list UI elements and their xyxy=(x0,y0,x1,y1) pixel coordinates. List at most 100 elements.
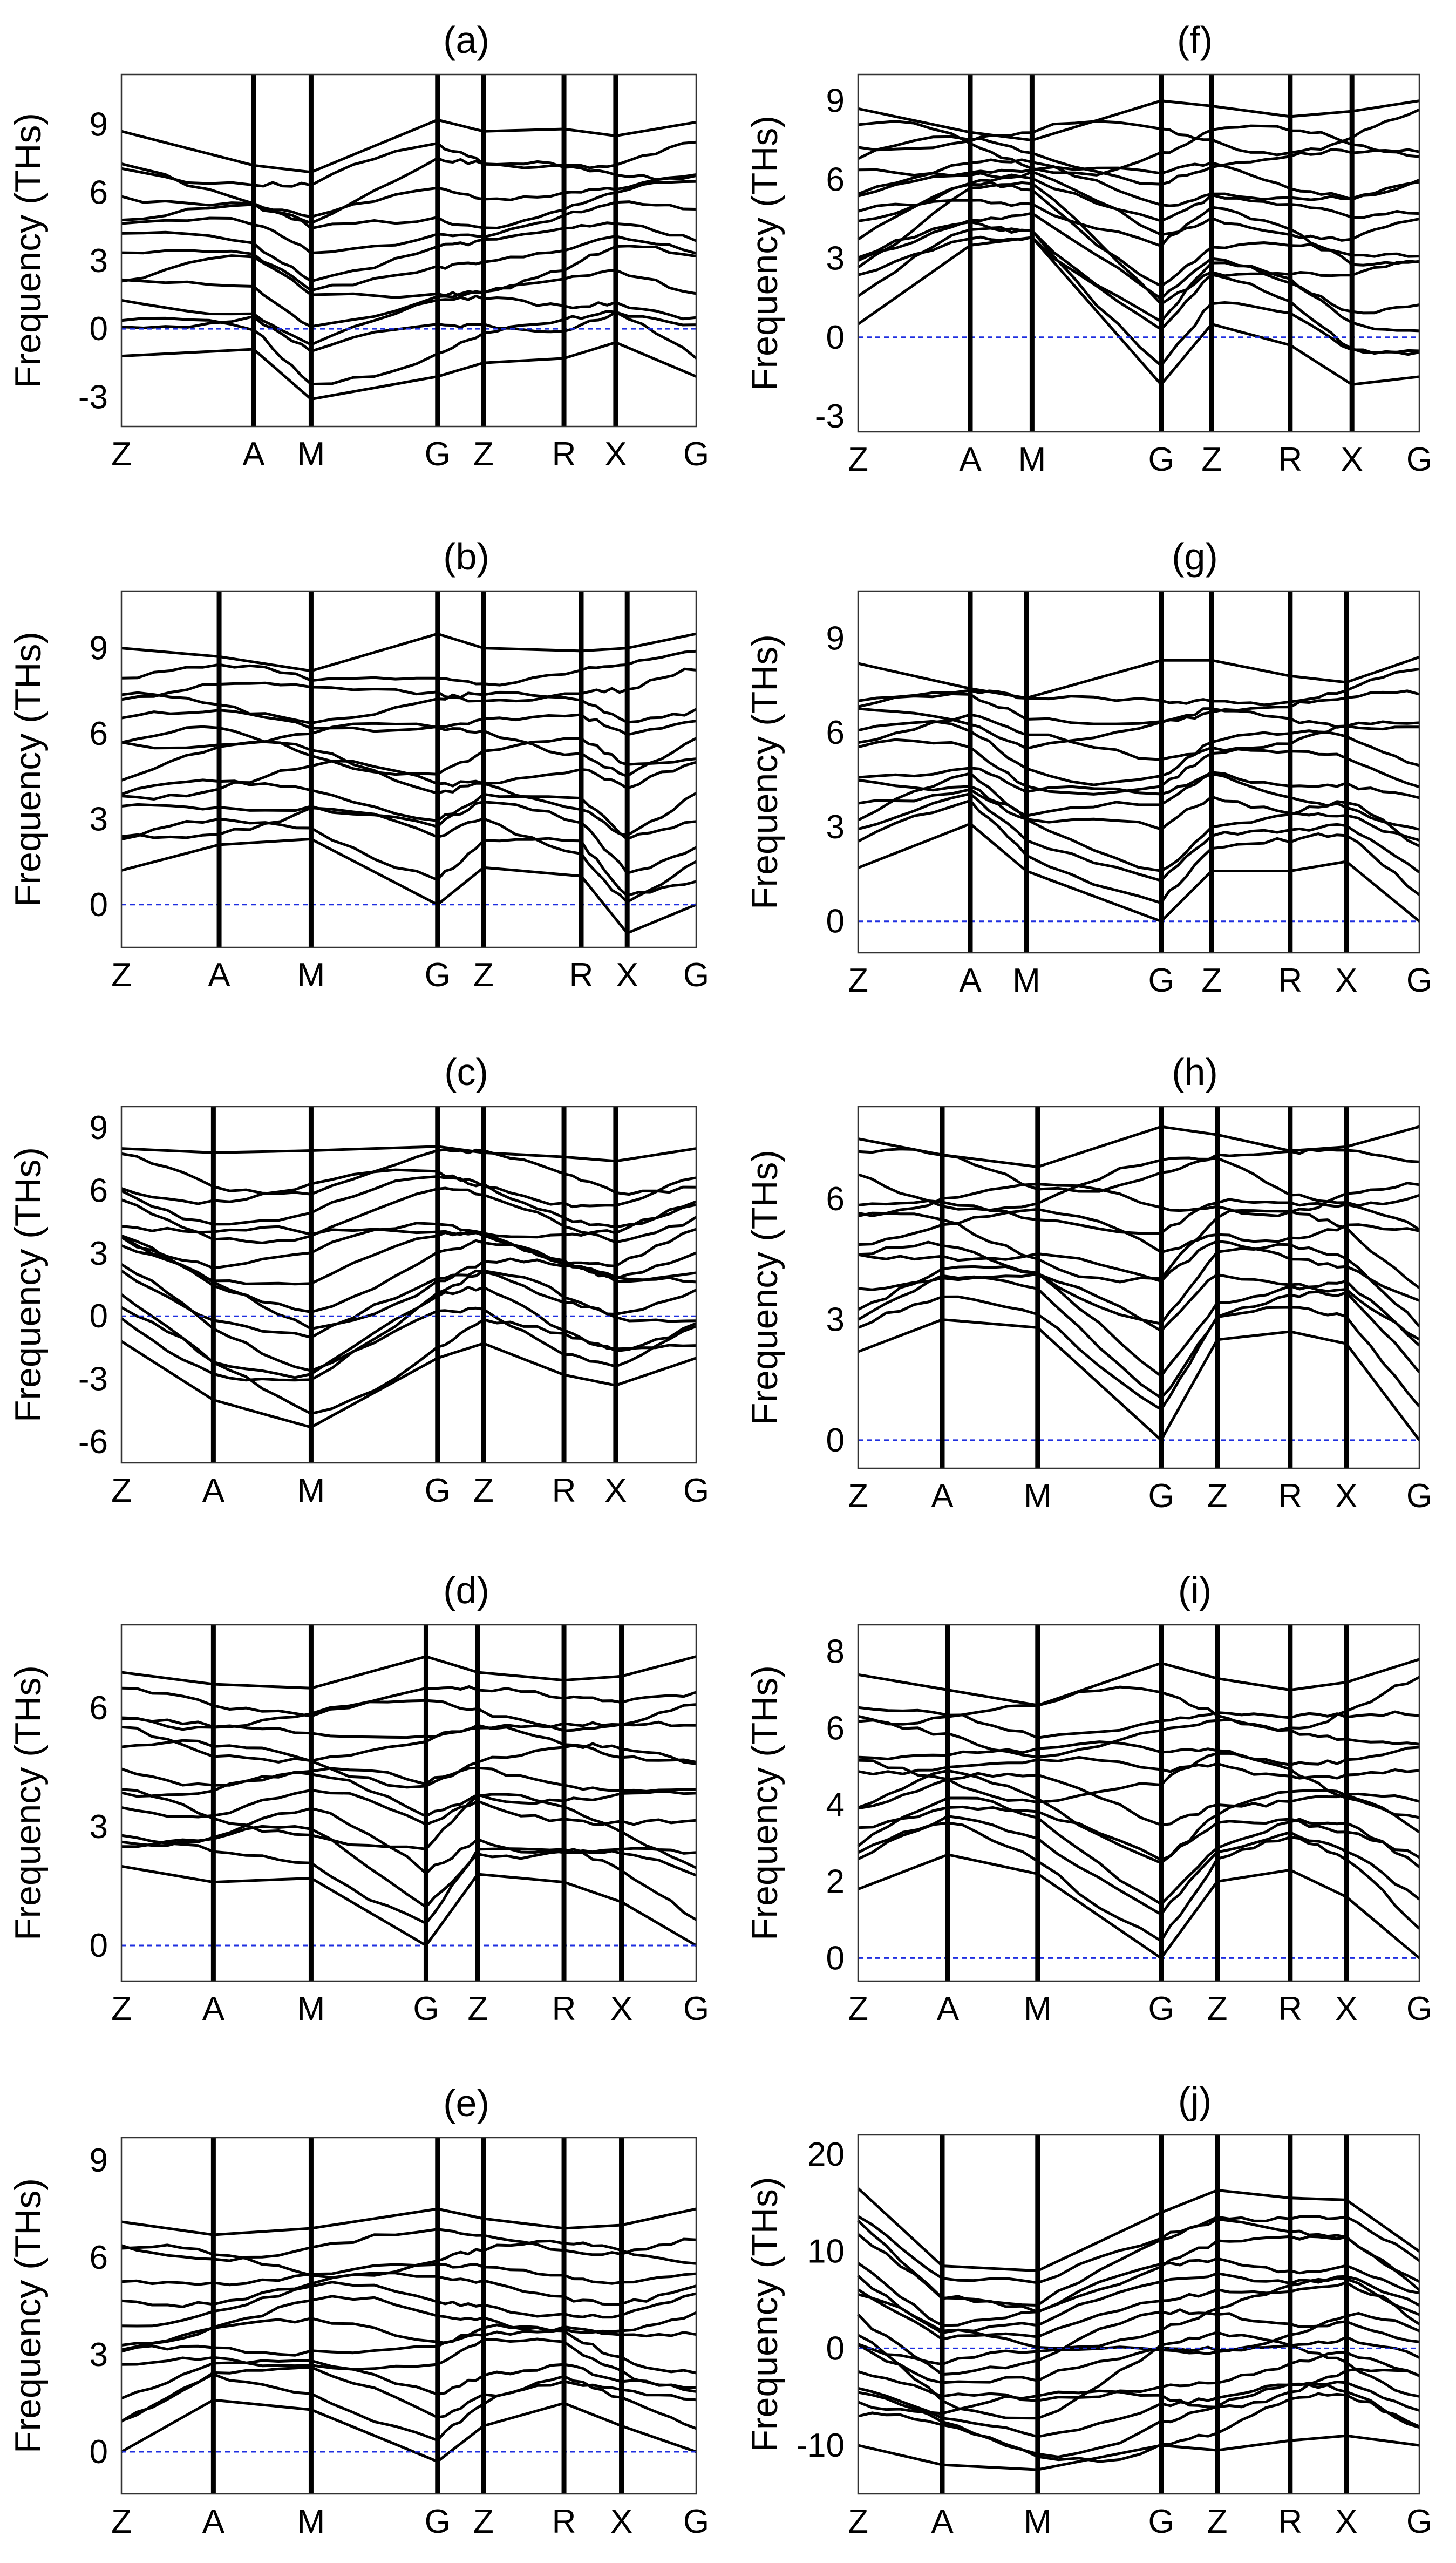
plot-frame xyxy=(857,1106,1420,1469)
plot-frame xyxy=(857,73,1420,433)
chart-title: (d) xyxy=(443,1569,489,1611)
y-tick-label: 4 xyxy=(826,1787,845,1824)
y-tick-label: 9 xyxy=(90,2142,108,2179)
dispersion-band-10 xyxy=(858,1198,1420,1235)
dispersion-band-14 xyxy=(121,1655,697,1690)
dispersion-band-8 xyxy=(858,199,1420,267)
x-tick-label: G xyxy=(425,957,451,994)
dispersion-band-1 xyxy=(121,837,697,935)
y-tick-label: 0 xyxy=(826,1940,845,1977)
dispersion-band-14 xyxy=(858,120,1420,177)
dispersion-band-8 xyxy=(858,738,1420,796)
dispersion-band-5 xyxy=(858,788,1420,842)
dispersion-band-6 xyxy=(121,760,697,837)
dispersion-band-3 xyxy=(857,1274,1420,1400)
x-tick-label: A xyxy=(931,1477,954,1515)
y-tick-label: 6 xyxy=(90,1172,108,1209)
dispersion-band-14 xyxy=(121,118,697,174)
x-tick-label: A xyxy=(202,1472,225,1509)
x-tick-label: R xyxy=(552,2503,576,2540)
y-tick-label: 3 xyxy=(826,809,845,846)
dispersion-band-1 xyxy=(120,2398,697,2463)
y-tick-label: 0 xyxy=(90,1927,108,1964)
dispersion-band-8 xyxy=(857,2335,1420,2384)
dispersion-band-9 xyxy=(121,2281,697,2328)
x-tick-label: G xyxy=(683,2503,709,2540)
dispersion-band-3 xyxy=(858,792,1420,882)
dispersion-band-10 xyxy=(857,2308,1420,2376)
y-tick-label: -6 xyxy=(78,1423,108,1461)
x-tick-label: G xyxy=(683,1472,709,1509)
plot-frame xyxy=(857,1624,1420,1982)
dispersion-band-1 xyxy=(858,1318,1420,1442)
x-tick-label: G xyxy=(1148,2503,1174,2540)
chart-title: (i) xyxy=(1178,1569,1212,1611)
y-axis-label: Frequency (THs) xyxy=(8,2178,49,2453)
dispersion-band-4 xyxy=(857,1796,1420,1906)
y-tick-label: 10 xyxy=(807,2233,845,2270)
dispersion-band-11 xyxy=(858,1718,1420,1759)
dispersion-band-2 xyxy=(121,310,697,386)
dispersion-band-12 xyxy=(121,1186,697,1244)
x-tick-label: Z xyxy=(1207,2503,1228,2540)
x-tick-label: Z xyxy=(111,1990,132,2028)
dispersion-band-12 xyxy=(857,2281,1420,2341)
plot-frame xyxy=(857,2134,1420,2495)
dispersion-band-14 xyxy=(858,1125,1420,1169)
y-axis-label: Frequency (THs) xyxy=(8,1147,49,1422)
dispersion-band-1 xyxy=(121,341,697,401)
dispersion-band-2 xyxy=(858,1295,1420,1411)
x-tick-label: R xyxy=(552,1472,576,1509)
x-tick-label: A xyxy=(937,1990,960,2028)
x-tick-label: Z xyxy=(467,1990,488,2028)
x-tick-label: Z xyxy=(1207,1477,1228,1515)
dispersion-band-1 xyxy=(121,1864,697,1947)
plot-frame xyxy=(120,1624,697,1982)
x-tick-label: Z xyxy=(473,957,494,994)
dispersion-band-2 xyxy=(120,1306,697,1415)
dispersion-band-13 xyxy=(120,1175,697,1229)
x-tick-label: Z xyxy=(473,436,494,473)
dispersion-band-16 xyxy=(121,1145,697,1163)
x-tick-label: G xyxy=(1148,1477,1174,1515)
y-tick-label: 3 xyxy=(90,801,108,838)
dispersion-band-14 xyxy=(121,2207,697,2236)
x-tick-label: G xyxy=(1148,1990,1174,2028)
x-tick-label: X xyxy=(604,436,627,473)
dispersion-band-12 xyxy=(121,1699,697,1732)
dispersion-band-7 xyxy=(857,181,1420,288)
dispersion-band-8 xyxy=(121,725,697,776)
dispersion-band-9 xyxy=(858,1208,1420,1254)
dispersion-band-3 xyxy=(858,2382,1420,2458)
x-tick-label: M xyxy=(1024,1990,1052,2028)
dispersion-band-11 xyxy=(858,707,1419,750)
dispersion-band-5 xyxy=(858,1272,1420,1341)
dispersion-band-4 xyxy=(858,2381,1420,2438)
y-tick-label: 3 xyxy=(826,240,845,277)
dispersion-band-2 xyxy=(857,799,1420,905)
dispersion-band-7 xyxy=(121,2317,697,2351)
y-tick-label: 6 xyxy=(826,161,845,199)
x-tick-label: G xyxy=(1406,1477,1432,1515)
x-tick-label: X xyxy=(610,2503,632,2540)
dispersion-band-9 xyxy=(121,1739,697,1789)
x-tick-label: Z xyxy=(111,436,132,473)
y-tick-label: -10 xyxy=(796,2427,845,2464)
dispersion-band-2 xyxy=(121,817,697,897)
x-tick-label: G xyxy=(1406,2503,1432,2540)
x-tick-label: G xyxy=(425,436,451,473)
dispersion-band-3 xyxy=(121,806,697,904)
x-tick-label: Z xyxy=(848,441,868,478)
x-tick-label: M xyxy=(297,436,325,473)
y-tick-label: -3 xyxy=(78,1361,108,1398)
x-tick-label: G xyxy=(413,1990,439,2028)
plot-frame xyxy=(120,590,697,948)
dispersion-band-9 xyxy=(121,200,697,255)
y-tick-label: 0 xyxy=(90,1298,108,1335)
dispersion-band-9 xyxy=(858,2311,1420,2366)
x-tick-label: G xyxy=(1406,1990,1432,2028)
dispersion-band-9 xyxy=(858,1755,1420,1780)
